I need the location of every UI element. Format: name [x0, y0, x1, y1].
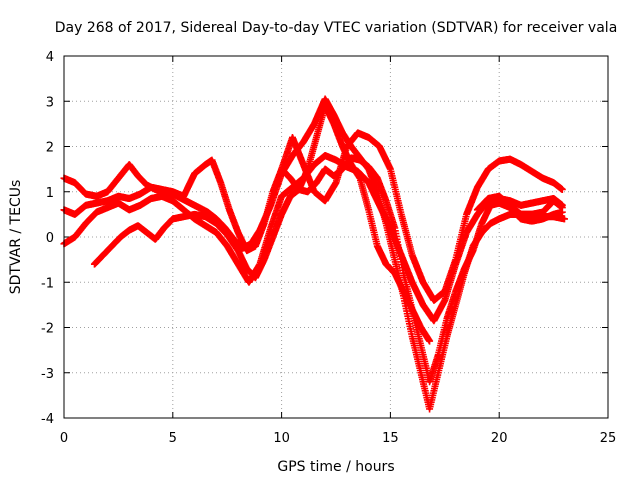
series-5	[473, 192, 566, 218]
data-point	[558, 185, 566, 193]
x-tick-label: 25	[600, 431, 617, 446]
chart-title: Day 268 of 2017, Sidereal Day-to-day VTE…	[55, 20, 618, 36]
y-tick-label: -2	[41, 322, 54, 337]
y-tick-label: 2	[46, 141, 54, 156]
x-tick-label: 0	[60, 431, 68, 446]
x-tick-label: 10	[273, 431, 290, 446]
y-tick-label: 3	[46, 95, 54, 110]
y-tick-label: 4	[46, 50, 54, 65]
y-tick-label: -4	[41, 412, 54, 427]
data-points	[60, 95, 568, 413]
y-tick-label: 0	[46, 231, 54, 246]
y-tick-labels: -4 -3 -2 -1 0 1 2 3 4	[41, 50, 54, 427]
gridlines	[64, 56, 608, 418]
data-point	[558, 204, 566, 212]
x-tick-label: 20	[491, 431, 508, 446]
series-3	[90, 154, 566, 386]
plot-frame	[63, 55, 609, 419]
x-tick-label: 5	[169, 431, 177, 446]
y-tick-label: -3	[41, 367, 54, 382]
data-point	[426, 337, 434, 345]
x-tick-labels: 0 5 10 15 20 25	[60, 431, 616, 446]
series-1	[60, 102, 434, 345]
x-tick-label: 15	[382, 431, 399, 446]
x-axis-title: GPS time / hours	[277, 459, 394, 475]
y-axis-title: SDTVAR / TECUs	[8, 180, 24, 295]
series-4	[278, 129, 566, 304]
y-tick-label: 1	[46, 186, 54, 201]
y-tick-label: -1	[41, 276, 54, 291]
data-point	[560, 215, 568, 223]
